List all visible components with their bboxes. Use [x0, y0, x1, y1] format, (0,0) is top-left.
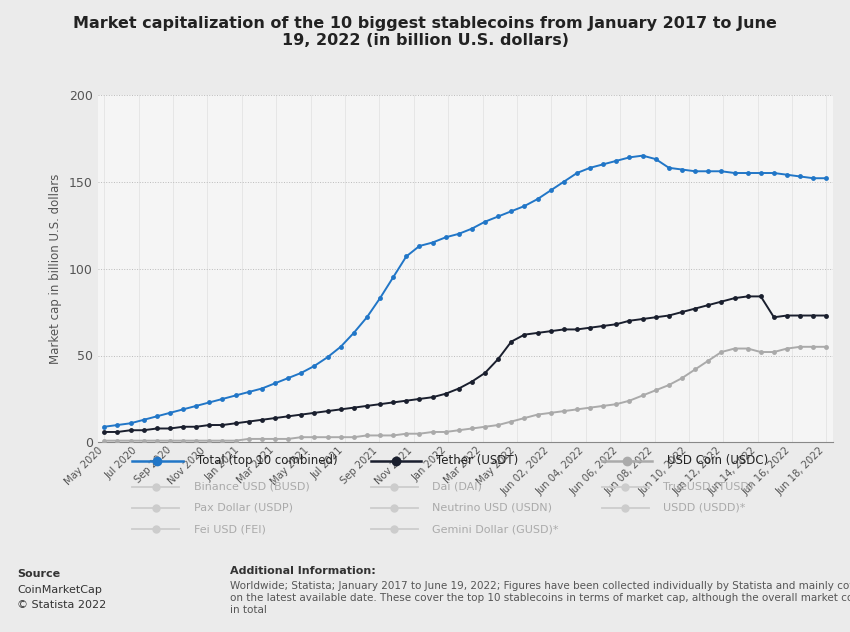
Text: Source: Source [17, 569, 60, 579]
Text: Additional Information:: Additional Information: [230, 566, 375, 576]
Text: Fei USD (FEI): Fei USD (FEI) [194, 525, 265, 534]
Text: Neutrino USD (USDN): Neutrino USD (USDN) [432, 503, 552, 513]
Text: Market capitalization of the 10 biggest stablecoins from January 2017 to June
19: Market capitalization of the 10 biggest … [73, 16, 777, 48]
Text: Pax Dollar (USDP): Pax Dollar (USDP) [194, 503, 292, 513]
Text: Tether (USDT): Tether (USDT) [435, 454, 518, 467]
Text: Gemini Dollar (GUSD)*: Gemini Dollar (GUSD)* [432, 525, 558, 534]
Text: CoinMarketCap: CoinMarketCap [17, 585, 102, 595]
Text: Dai (DAI): Dai (DAI) [432, 482, 482, 492]
Text: TrueUSD (TUSD): TrueUSD (TUSD) [663, 482, 753, 492]
Text: USD Coin (USDC): USD Coin (USDC) [666, 454, 768, 467]
Text: Total (top 10 combined): Total (top 10 combined) [197, 454, 337, 467]
Y-axis label: Market cap in billion U.S. dollars: Market cap in billion U.S. dollars [49, 173, 62, 364]
Text: Worldwide; Statista; January 2017 to June 19, 2022; Figures have been collected : Worldwide; Statista; January 2017 to Jun… [230, 581, 850, 615]
Text: USDD (USDD)*: USDD (USDD)* [663, 503, 745, 513]
Text: Binance USD (BUSD): Binance USD (BUSD) [194, 482, 309, 492]
Text: © Statista 2022: © Statista 2022 [17, 600, 106, 611]
